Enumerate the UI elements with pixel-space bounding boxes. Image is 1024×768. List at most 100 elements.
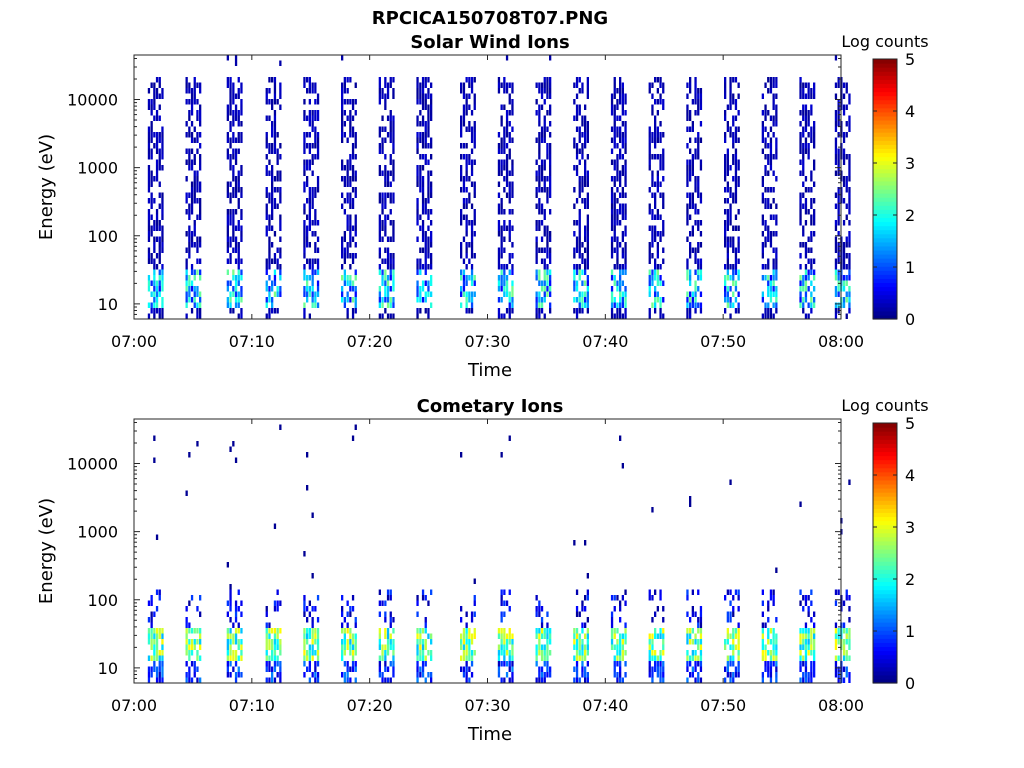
- heatmap-cell: [619, 88, 622, 94]
- heatmap-cell: [392, 231, 395, 237]
- heatmap-cell: [767, 308, 770, 314]
- heatmap-cell: [540, 302, 544, 308]
- heatmap-cell: [834, 313, 838, 319]
- heatmap-cell: [764, 650, 767, 656]
- colorbar-segment: [873, 508, 897, 513]
- heatmap-cell: [578, 275, 581, 281]
- heatmap-cell: [813, 633, 816, 639]
- heatmap-cell: [511, 661, 514, 667]
- heatmap-cell: [616, 99, 619, 105]
- heatmap-cell: [351, 258, 355, 264]
- heatmap-cell: [276, 655, 279, 661]
- heatmap-cell: [237, 77, 240, 83]
- heatmap-cell: [573, 203, 576, 209]
- heatmap-cell: [686, 192, 689, 198]
- heatmap-cell: [848, 192, 851, 198]
- heatmap-cell: [613, 82, 616, 88]
- heatmap-cell: [804, 666, 808, 672]
- heatmap-cell: [153, 258, 156, 264]
- heatmap-cell: [802, 297, 805, 303]
- heatmap-cell: [470, 639, 474, 645]
- heatmap-cell: [150, 104, 153, 110]
- heatmap-cell: [240, 672, 243, 678]
- heatmap-cell: [726, 154, 729, 160]
- heatmap-cell: [240, 165, 243, 171]
- heatmap-cell: [316, 286, 320, 292]
- heatmap-cell: [378, 639, 381, 645]
- heatmap-cell: [268, 677, 271, 683]
- heatmap-cell: [276, 308, 279, 314]
- heatmap-cell: [621, 88, 624, 94]
- heatmap-cell: [234, 661, 238, 667]
- heatmap-cell: [761, 275, 764, 281]
- heatmap-cell: [392, 639, 395, 645]
- heatmap-cell: [430, 302, 433, 308]
- heatmap-cell: [573, 644, 576, 650]
- heatmap-cell: [234, 137, 238, 143]
- heatmap-cell: [772, 589, 775, 595]
- heatmap-cell: [468, 82, 471, 88]
- heatmap-cell: [343, 617, 346, 623]
- heatmap-cell: [535, 633, 538, 639]
- heatmap-cell: [311, 672, 314, 678]
- heatmap-cell: [311, 633, 314, 639]
- heatmap-cell: [237, 115, 240, 121]
- heatmap-cell: [761, 628, 764, 634]
- heatmap-cell: [699, 192, 703, 198]
- heatmap-cell: [726, 286, 729, 292]
- heatmap-cell: [621, 99, 624, 105]
- heatmap-cell: [378, 666, 381, 672]
- heatmap-cell: [460, 220, 463, 226]
- heatmap-cell: [802, 231, 805, 237]
- heatmap-cell: [392, 286, 395, 292]
- heatmap-cell: [316, 280, 320, 286]
- heatmap-cell: [430, 291, 433, 297]
- heatmap-cell: [613, 121, 616, 127]
- heatmap-cell: [421, 286, 425, 292]
- heatmap-cell: [306, 628, 309, 634]
- heatmap-cell: [837, 269, 840, 275]
- heatmap-cell: [848, 302, 851, 308]
- heatmap-cell: [848, 644, 851, 650]
- heatmap-cell: [384, 650, 387, 656]
- heatmap-cell: [427, 650, 430, 656]
- heatmap-cell: [834, 291, 838, 297]
- heatmap-cell: [804, 242, 808, 248]
- heatmap-cell: [190, 308, 194, 314]
- heatmap-cell: [810, 247, 813, 253]
- colorbar-segment: [873, 561, 897, 566]
- heatmap-cell: [767, 143, 770, 149]
- heatmap-cell: [497, 644, 501, 650]
- heatmap-cell: [234, 236, 238, 242]
- heatmap-cell: [155, 308, 159, 314]
- heatmap-cell: [842, 137, 846, 143]
- heatmap-cell: [470, 203, 474, 209]
- heatmap-cell: [651, 132, 654, 138]
- heatmap-cell: [654, 132, 657, 138]
- heatmap-cell: [229, 77, 232, 83]
- heatmap-cell: [508, 269, 511, 275]
- heatmap-cell: [810, 258, 813, 264]
- heatmap-cell: [378, 264, 381, 270]
- heatmap-cell: [430, 154, 433, 160]
- heatmap-cell: [279, 176, 282, 182]
- heatmap-cell: [538, 225, 541, 231]
- heatmap-cell: [546, 93, 549, 99]
- heatmap-cell: [581, 253, 584, 259]
- heatmap-cell: [271, 225, 274, 231]
- heatmap-cell: [848, 203, 851, 209]
- heatmap-cell: [511, 242, 514, 248]
- heatmap-cell: [802, 628, 805, 634]
- heatmap-cell: [470, 633, 474, 639]
- heatmap-cell: [462, 650, 466, 656]
- heatmap-cell: [279, 291, 282, 297]
- heatmap-cell: [659, 192, 662, 198]
- heatmap-cell: [737, 650, 740, 656]
- heatmap-cell: [234, 650, 238, 656]
- heatmap-cell: [691, 302, 694, 308]
- heatmap-cell: [578, 655, 581, 661]
- heatmap-cell: [737, 633, 740, 639]
- heatmap-cell: [834, 137, 838, 143]
- colorbar-tick-label: 0: [905, 310, 915, 329]
- heatmap-cell: [810, 600, 813, 606]
